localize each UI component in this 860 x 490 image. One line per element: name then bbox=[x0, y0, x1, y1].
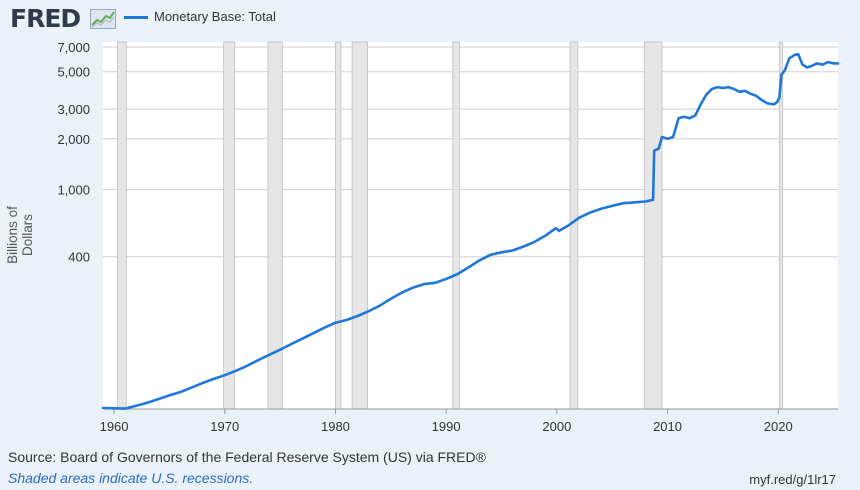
x-tick-label: 1970 bbox=[210, 419, 239, 434]
x-tick-label: 2000 bbox=[542, 419, 571, 434]
axes: 400 1,000 2,000 3,000 5,000 7,000 1960 1970 1980… bbox=[57, 40, 838, 434]
x-tick-label: 1990 bbox=[432, 419, 461, 434]
source-note: Source: Board of Governors of the Federa… bbox=[8, 449, 486, 465]
y-tick-label: 1,000 bbox=[57, 183, 90, 198]
recession-band bbox=[643, 41, 663, 410]
y-tick-label: 400 bbox=[68, 250, 90, 265]
short-url-link[interactable]: myf.red/g/1lr17 bbox=[749, 472, 836, 487]
x-tick-label: 2020 bbox=[764, 419, 793, 434]
y-tick-label: 3,000 bbox=[57, 102, 90, 117]
grid-lines bbox=[103, 42, 838, 409]
recession-band bbox=[452, 41, 460, 410]
series-layer bbox=[101, 52, 840, 410]
series-line-monetary-base bbox=[101, 52, 840, 410]
x-tick-label: 1980 bbox=[321, 419, 350, 434]
plot-background bbox=[103, 42, 838, 409]
recession-note: Shaded areas indicate U.S. recessions. bbox=[8, 470, 254, 486]
recession-band bbox=[116, 41, 127, 410]
y-tick-label: 2,000 bbox=[57, 132, 90, 147]
legend-label: Monetary Base: Total bbox=[154, 9, 276, 24]
y-tick-label: 7,000 bbox=[57, 40, 90, 55]
legend-swatch bbox=[124, 16, 148, 20]
recession-bands bbox=[116, 41, 784, 410]
recession-band bbox=[569, 41, 579, 410]
line-chart: 400 1,000 2,000 3,000 5,000 7,000 1960 1970 1980… bbox=[57, 40, 840, 434]
recession-band bbox=[223, 41, 236, 410]
trend-line-icon bbox=[90, 9, 116, 29]
chart-legend: Monetary Base: Total bbox=[124, 9, 276, 24]
recession-band bbox=[335, 41, 342, 410]
y-tick-label: 5,000 bbox=[57, 65, 90, 80]
fred-logo[interactable]: FRED bbox=[10, 4, 81, 33]
recession-band bbox=[351, 41, 368, 410]
x-tick-label: 1960 bbox=[100, 419, 129, 434]
x-tick-label: 2010 bbox=[653, 419, 682, 434]
